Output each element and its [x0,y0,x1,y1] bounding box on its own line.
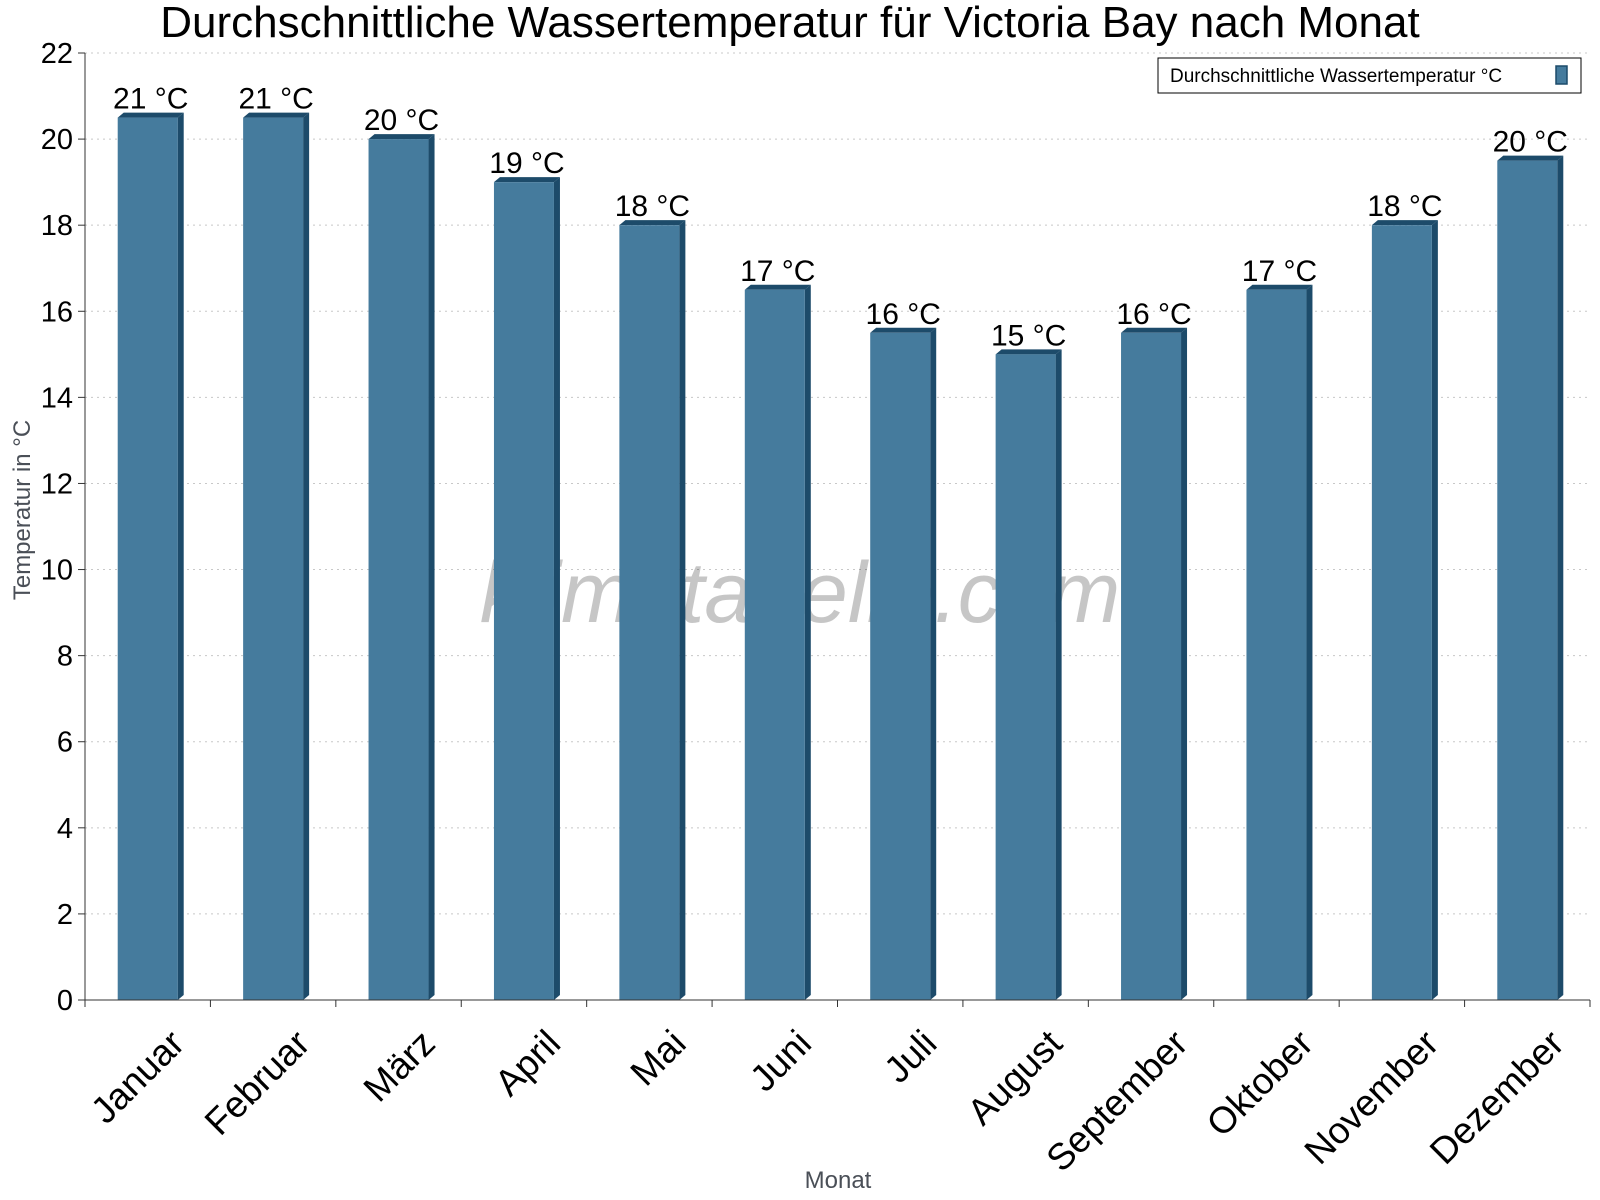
bar-side [804,284,811,1000]
bar-group: 19 °C [489,147,565,1001]
data-label: 17 °C [1242,255,1317,288]
data-label: 21 °C [113,83,188,116]
y-tick-label: 2 [57,899,73,931]
x-tick-label: November [1297,1022,1447,1172]
y-tick-labels: 0 2 4 6 8 10 12 14 16 18 20 22 [41,38,73,1017]
bar [1246,289,1307,1000]
bar-side [1055,349,1062,1000]
data-label: 19 °C [489,147,564,180]
bar-top [1246,284,1313,290]
legend-label: Durchschnittliche Wassertemperatur °C [1170,66,1502,87]
bar-top [368,134,435,140]
bar-side [428,134,435,1000]
axes [78,52,1591,1007]
bar [1371,225,1432,1000]
bar-side [930,327,937,1001]
data-label: 18 °C [615,190,690,223]
x-tick-label: Oktober [1199,1022,1321,1144]
y-tick-label: 0 [57,985,73,1017]
bar-group: 16 °C [1116,298,1192,1001]
y-tick-label: 18 [41,210,73,242]
bar [744,289,805,1000]
y-tick-label: 20 [41,124,73,156]
legend-swatch [1555,65,1568,85]
data-label: 15 °C [991,319,1066,352]
chart-title: Durchschnittliche Wassertemperatur für V… [160,0,1419,47]
bar-top [243,112,310,118]
bar-top [1497,155,1564,161]
bar [117,117,178,1001]
x-tick-label: Juli [876,1022,944,1090]
x-tick-label: Februar [197,1022,318,1143]
data-label: 20 °C [1493,126,1568,159]
bar-top [493,177,560,183]
bar-side [1557,155,1564,1000]
bar-top [619,220,686,226]
data-label: 17 °C [740,255,815,288]
bar [243,117,304,1001]
x-tick-label: Januar [83,1022,192,1131]
x-tick-label: Dezember [1422,1022,1572,1172]
x-tick-label: August [960,1022,1071,1133]
bar-side [679,220,686,1000]
y-tick-label: 14 [41,382,73,414]
bar-group: 21 °C [113,83,188,1001]
legend: Durchschnittliche Wassertemperatur °C [1157,57,1582,94]
data-label: 18 °C [1367,190,1442,223]
bar [368,139,429,1000]
x-axis-title: Monat [805,1167,872,1194]
data-label: 16 °C [866,298,941,331]
y-tick-label: 6 [57,727,73,759]
bars: 21 °C 21 °C 20 °C 19 °C 18 °C 17 °C 16 °C 15 °C… [113,83,1568,1001]
bar-group: 18 °C [1367,190,1443,1000]
bar-group: 18 °C [615,190,690,1000]
bar-top [744,284,811,290]
bar-side [177,112,184,1001]
y-tick-label: 10 [41,555,73,587]
data-label: 20 °C [364,104,439,137]
x-tick-label: Mai [623,1022,694,1093]
bar-group: 20 °C [364,104,439,1000]
y-tick-label: 16 [41,296,73,328]
bar-top [870,327,937,333]
bar-group: 21 °C [238,83,314,1001]
bar-group: 16 °C [866,298,941,1001]
y-axis-title: Temperatur in °C [9,420,36,600]
x-tick-label: März [356,1022,443,1109]
bar-group: 15 °C [991,319,1066,1000]
bar-side [1306,284,1313,1000]
bar-top [1371,220,1438,226]
bar-side [553,177,560,1001]
y-tick-label: 12 [41,468,73,500]
y-tick-label: 22 [41,38,73,70]
bar [1121,332,1182,1001]
data-label: 21 °C [238,83,313,116]
x-tick-labels: Januar Februar März April Mai Juni Juli AugustS… [83,1022,1572,1179]
bar-side [1431,220,1438,1000]
y-tick-label: 4 [57,813,73,845]
bar [995,354,1056,1000]
bar-group: 17 °C [740,255,815,1000]
bar [870,332,931,1001]
bar-side [1181,327,1188,1001]
bar-group: 20 °C [1493,126,1568,1000]
bar [619,225,680,1000]
grid-lines [85,52,1590,915]
bar [493,182,554,1001]
bar-top [995,349,1062,355]
bar-top [1121,327,1188,333]
data-label: 16 °C [1116,298,1191,331]
bar [1497,160,1558,1000]
x-tick-label: April [487,1022,568,1103]
bar-top [117,112,184,118]
bar-group: 17 °C [1242,255,1317,1000]
x-tick-label: Juni [742,1022,819,1099]
bar-side [303,112,310,1001]
legend-box [1157,57,1582,94]
y-tick-label: 8 [57,641,73,673]
